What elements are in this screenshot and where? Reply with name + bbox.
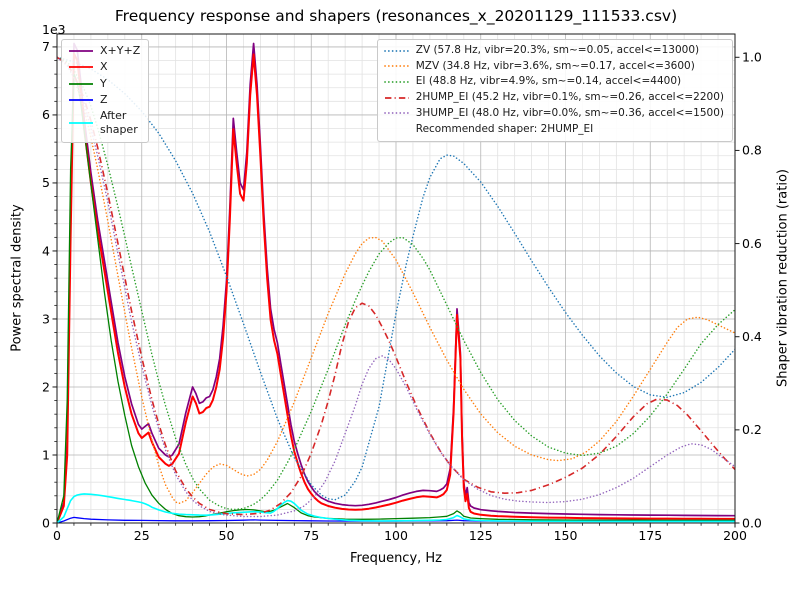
x-tick-label: 0	[53, 528, 61, 543]
y-left-tick-label: 0	[42, 515, 50, 530]
legend-label: Y	[100, 76, 107, 90]
legend-label: EI (48.8 Hz, vibr=4.9%, sm~=0.14, accel<…	[415, 75, 682, 88]
y-left-tick-label: 2	[42, 379, 50, 394]
x-tick-label: 125	[469, 528, 493, 543]
legend-psd: X+Y+Z X Y Z After shaper	[61, 39, 150, 143]
legend-label: ZV (57.8 Hz, vibr=20.3%, sm~=0.05, accel…	[415, 44, 700, 56]
y-right-tick-label: 1.0	[742, 50, 762, 65]
y-left-tick-label: 3	[42, 311, 50, 326]
y-axis-offset-label: 1e3	[42, 22, 66, 37]
y-left-tick-label: 6	[42, 107, 50, 122]
y-left-tick-label: 7	[42, 39, 50, 54]
legend-label: After shaper	[100, 109, 138, 137]
legend-item: X	[68, 60, 140, 74]
series-line-x-y-z	[57, 42, 735, 523]
legend-label: X	[100, 60, 108, 74]
y-right-tick-label: 0.4	[742, 329, 762, 344]
legend-item: Y	[68, 77, 140, 91]
series-line-after-shaper	[57, 493, 735, 523]
chart-title: Frequency response and shapers (resonanc…	[114, 7, 678, 25]
y-right-tick-label: 0.8	[742, 143, 762, 158]
legend-item: Z	[68, 93, 140, 107]
legend-label: 3HUMP_EI (48.0 Hz, vibr=0.0%, sm~=0.36, …	[415, 106, 724, 119]
y-left-tick-label: 5	[42, 175, 50, 190]
x-axis-label: Frequency, Hz	[349, 551, 443, 566]
y-left-tick-label: 1	[42, 447, 50, 462]
x-tick-label: 50	[219, 528, 235, 543]
series-line-y	[57, 73, 735, 523]
y-axis-label-right: Shaper vibration reduction (ratio)	[775, 169, 791, 387]
series-line-2hump-ei	[57, 56, 735, 516]
legend-item: 3HUMP_EI (48.0 Hz, vibr=0.0%, sm~=0.36, …	[383, 106, 724, 121]
x-tick-label: 25	[134, 528, 150, 543]
y-right-tick-label: 0.6	[742, 236, 762, 251]
legend-line-sample-icon	[69, 82, 93, 85]
y-axis-label-left: Power spectral density	[9, 204, 25, 352]
series-line-ei	[57, 56, 735, 511]
recommended-shaper-note: Recommended shaper: 2HUMP_EI	[415, 123, 594, 136]
x-tick-label: 200	[723, 528, 747, 543]
legend-line-sample-icon	[383, 81, 410, 83]
legend-label: Z	[100, 92, 108, 106]
y-left-tick-label: 4	[42, 243, 50, 258]
y-right-tick-label: 0.2	[742, 422, 762, 437]
x-tick-label: 150	[554, 528, 578, 543]
legend-line-sample-icon	[384, 96, 409, 99]
legend-line-sample-icon	[69, 50, 93, 52]
y-right-tick-label: 0.0	[742, 515, 762, 530]
legend-label: X+Y+Z	[100, 44, 141, 57]
legend-line-sample-icon	[383, 49, 410, 52]
legend-label: 2HUMP_EI (45.2 Hz, vibr=0.1%, sm~=0.26, …	[415, 90, 724, 103]
legend-line-sample-icon	[69, 122, 93, 125]
legend-item: 2HUMP_EI (45.2 Hz, vibr=0.1%, sm~=0.26, …	[384, 91, 724, 105]
series-group	[57, 42, 735, 523]
axes-ticks: 0 25 50 75 100 125 150 175 200 0 1 2 3 4 5 6 7 0.0 0.2 0.4 0…	[42, 39, 762, 543]
series-line-zv	[57, 56, 735, 501]
legend-item: X+Y+Z	[68, 44, 140, 58]
legend-item: ZV (57.8 Hz, vibr=20.3%, sm~=0.05, accel…	[383, 44, 724, 58]
x-tick-label: 75	[303, 528, 319, 543]
legend-label: MZV (34.8 Hz, vibr=3.6%, sm~=0.17, accel…	[415, 59, 695, 72]
legend-line-sample-icon	[69, 66, 93, 69]
legend-line-sample-icon	[69, 99, 93, 101]
legend-shapers: ZV (57.8 Hz, vibr=20.3%, sm~=0.05, accel…	[376, 39, 733, 142]
series-line-x	[57, 52, 735, 523]
x-tick-label: 175	[638, 528, 662, 543]
legend-line-sample-icon	[383, 65, 410, 68]
legend-item: MZV (34.8 Hz, vibr=3.6%, sm~=0.17, accel…	[383, 59, 724, 74]
series-line-mzv	[57, 56, 735, 505]
x-tick-label: 100	[384, 528, 408, 543]
legend-item: EI (48.8 Hz, vibr=4.9%, sm~=0.14, accel<…	[383, 75, 724, 89]
legend-line-sample-icon	[383, 112, 410, 115]
series-line-3hump-ei	[57, 56, 735, 518]
legend-item: After shaper	[68, 109, 140, 138]
